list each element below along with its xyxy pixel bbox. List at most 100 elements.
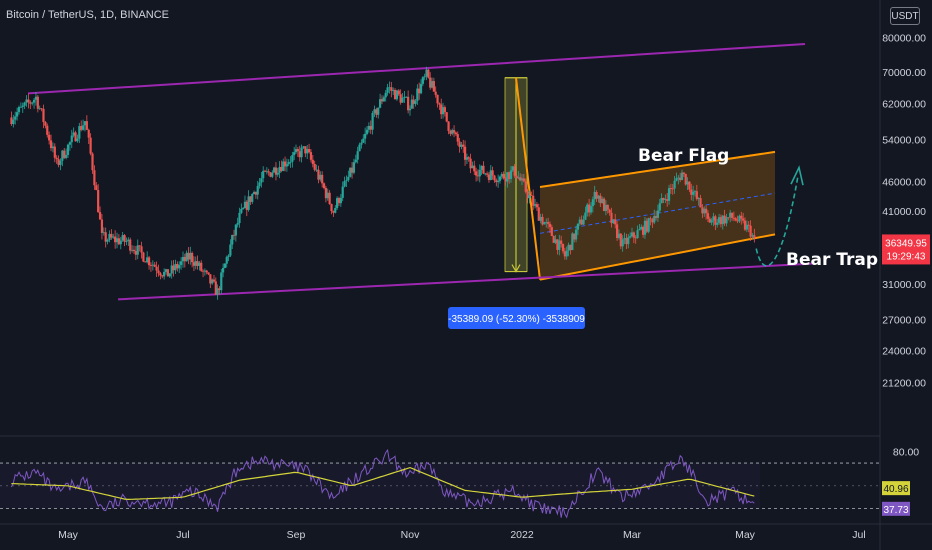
candle	[234, 224, 237, 242]
candle-body	[265, 171, 268, 173]
candle-body	[597, 195, 600, 199]
candle	[362, 134, 365, 143]
candle	[604, 200, 607, 216]
price-tick-label: 27000.00	[882, 315, 926, 327]
candle-body	[10, 117, 13, 125]
bear-flag-lower-line	[539, 233, 776, 281]
candle	[710, 218, 713, 226]
candle-body	[506, 172, 509, 182]
candle	[196, 255, 199, 270]
candle	[293, 146, 296, 161]
candle-body	[390, 87, 393, 91]
candle-body	[706, 213, 710, 219]
candle	[221, 263, 225, 278]
candle-body	[617, 233, 621, 238]
candle-body	[440, 104, 443, 115]
measure-info-text: -35389.09 (-52.30%) -3538909	[448, 314, 585, 325]
candle	[473, 160, 476, 176]
candle	[730, 212, 734, 221]
candle	[591, 196, 594, 213]
candle	[560, 235, 563, 248]
candle	[27, 93, 30, 109]
candle	[187, 247, 190, 265]
candle-body	[614, 219, 617, 225]
candle-body	[83, 121, 87, 126]
time-tick-label: May	[58, 529, 79, 541]
candle	[262, 166, 265, 183]
candle-body	[231, 234, 234, 245]
candle	[87, 128, 90, 145]
candle	[317, 165, 320, 184]
candle-body	[134, 251, 137, 255]
candle	[454, 131, 458, 136]
candle-body	[680, 172, 684, 180]
candle	[78, 122, 81, 144]
candle	[180, 257, 183, 270]
candle-body	[311, 159, 314, 164]
candle	[209, 274, 212, 289]
candle-body	[662, 197, 665, 200]
candle	[12, 114, 15, 128]
candle-body	[121, 235, 124, 241]
price-pane[interactable]: Bear Flag Bear Trap -35389.09 (-52.30%) -3…	[10, 43, 878, 329]
candle	[580, 215, 583, 226]
candle	[408, 105, 412, 116]
candle-body	[34, 96, 38, 100]
candle-body	[66, 144, 70, 155]
candle-body	[621, 239, 624, 247]
candle-body	[504, 178, 507, 182]
currency-badge[interactable]: USDT	[890, 7, 920, 25]
candle	[161, 274, 164, 279]
candle	[309, 149, 313, 163]
candle	[745, 220, 748, 233]
candle-body	[267, 171, 270, 173]
rsi-tick-label: 80.00	[893, 447, 919, 459]
candle-body	[604, 204, 607, 211]
candle	[65, 148, 68, 160]
time-axis[interactable]: May Jul Sep Nov 2022 Mar May Jul	[58, 529, 866, 541]
candle	[567, 242, 570, 257]
candle-body	[736, 220, 739, 222]
candle	[576, 223, 580, 236]
candle	[207, 272, 210, 276]
candle	[375, 107, 378, 118]
candle	[533, 198, 537, 209]
candle-body	[491, 170, 494, 176]
candle	[749, 220, 752, 241]
candle-body	[203, 270, 206, 272]
candle-body	[14, 116, 17, 120]
candle-body	[211, 279, 214, 284]
candle-body	[649, 218, 652, 220]
candle-body	[378, 99, 382, 108]
candle-body	[524, 181, 527, 192]
candle-body	[723, 215, 726, 224]
candle	[365, 126, 369, 136]
candle-body	[106, 239, 109, 242]
candle	[667, 184, 671, 205]
candle-body	[384, 92, 387, 98]
candle	[183, 253, 186, 268]
candle-body	[87, 129, 90, 138]
candle	[66, 143, 70, 158]
candle-body	[645, 220, 648, 232]
candle	[181, 251, 185, 268]
candle-body	[360, 142, 363, 145]
candle-body	[298, 151, 301, 158]
candle-body	[738, 215, 741, 222]
price-axis[interactable]: 80000.00 70000.00 62000.00 54000.00 46000.00…	[882, 32, 930, 516]
candle-body	[395, 90, 399, 100]
candle-body	[703, 208, 706, 214]
candle	[642, 225, 645, 238]
candle	[584, 206, 587, 220]
candle-body	[322, 183, 326, 188]
candle-body	[418, 88, 421, 94]
rsi-pane[interactable]	[0, 448, 880, 519]
candle-body	[727, 217, 730, 219]
candle-body	[365, 129, 369, 134]
candle-body	[225, 257, 228, 264]
candle	[708, 216, 711, 223]
candle-body	[198, 262, 201, 266]
candle-body	[539, 216, 542, 221]
candle	[294, 144, 298, 154]
candle-body	[436, 94, 439, 104]
